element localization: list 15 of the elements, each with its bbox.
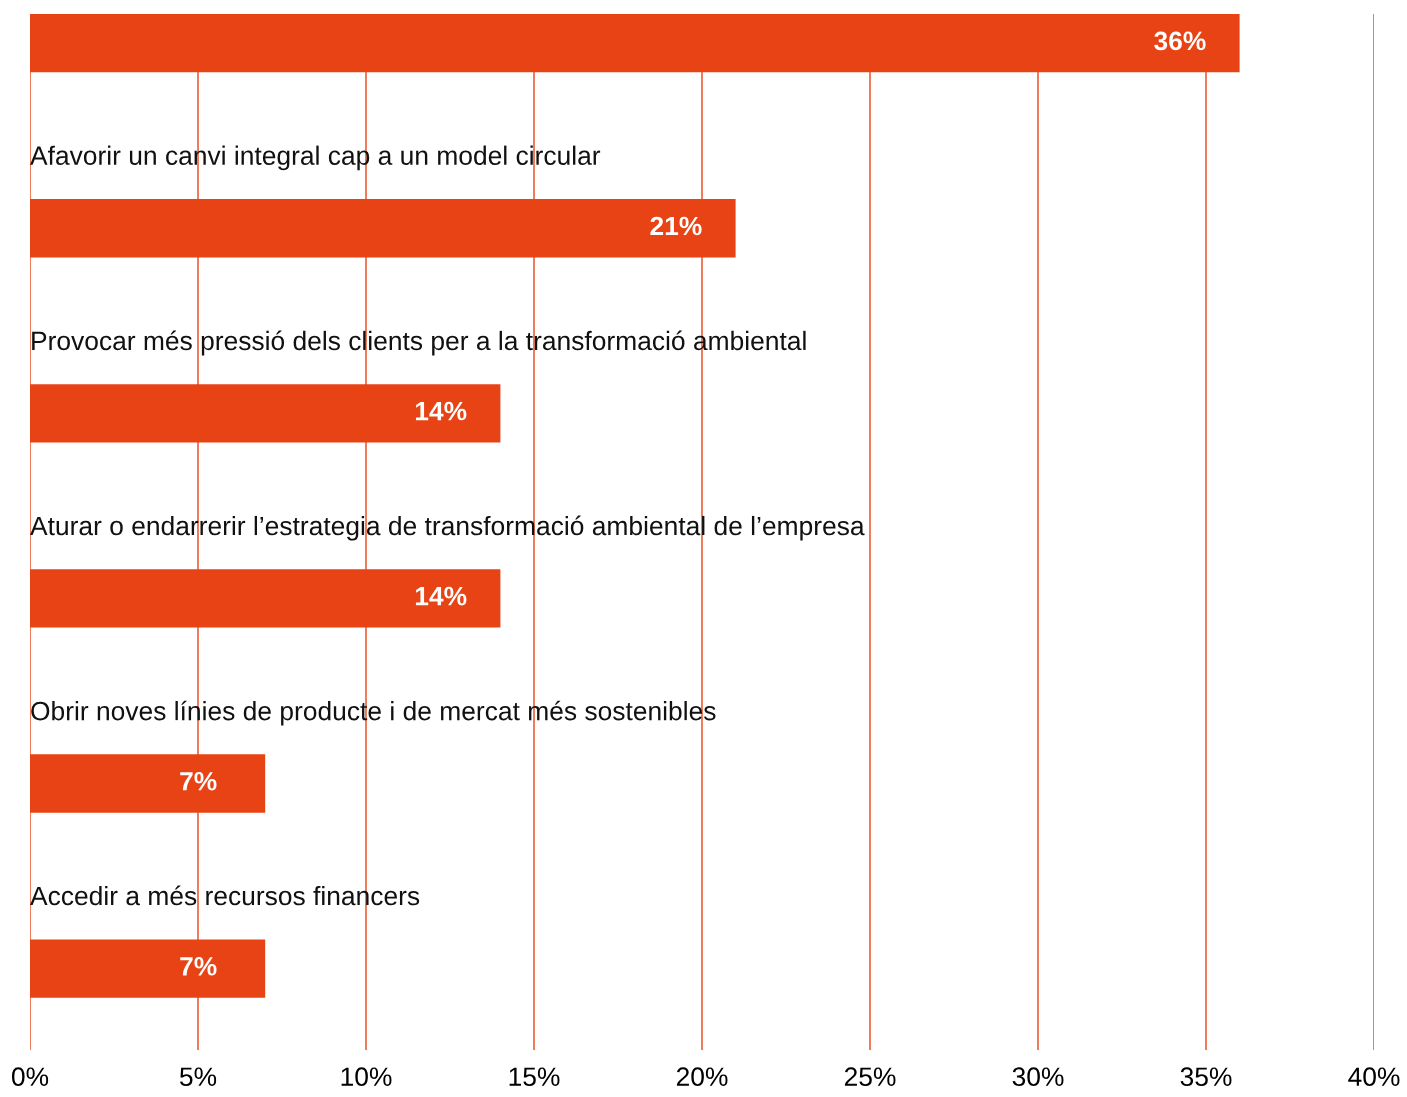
x-tick-label: 0% (11, 1067, 49, 1087)
x-tick-label: 10% (341, 1067, 392, 1087)
data-label: 36% (1154, 31, 1206, 51)
data-label: 21% (650, 216, 702, 236)
data-label: 14% (415, 401, 467, 421)
x-tick-label: 35% (1180, 1067, 1232, 1087)
x-tick-label: 40% (1348, 1067, 1400, 1087)
x-tick-label: 25% (844, 1067, 896, 1087)
x-tick-label: 5% (179, 1067, 217, 1087)
data-label: 7% (180, 957, 217, 976)
data-label: 14% (415, 586, 467, 606)
x-tick-label: 15% (509, 1067, 560, 1087)
x-tick-label: 20% (676, 1067, 728, 1087)
x-tick-label: 30% (1012, 1067, 1064, 1087)
data-label: 7% (180, 771, 217, 791)
